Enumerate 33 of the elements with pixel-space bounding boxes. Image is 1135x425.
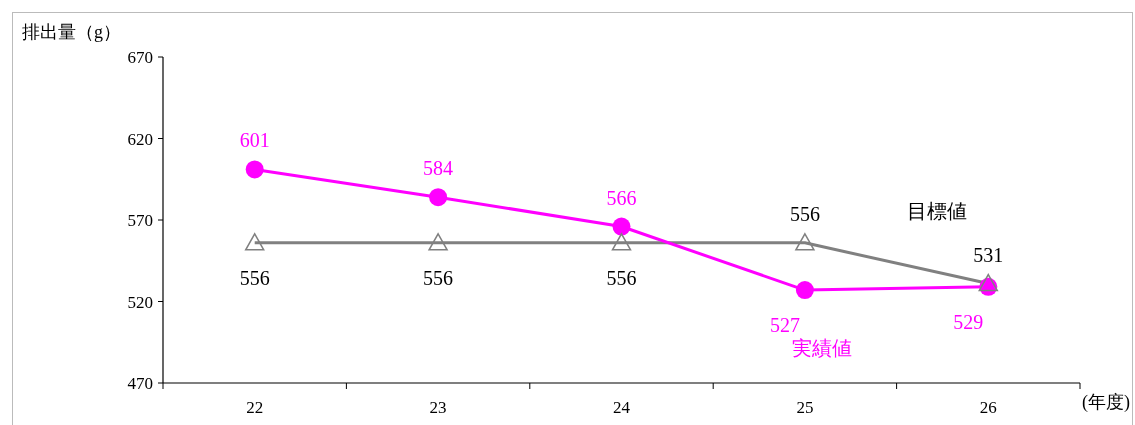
point — [244, 233, 265, 251]
x-tick-label: 22 — [246, 398, 264, 417]
y-axis-title: 排出量（g） — [22, 22, 121, 42]
data-label: 556 — [239, 266, 270, 289]
series-label: 実績値 — [791, 336, 852, 361]
x-tick-label: 25 — [796, 398, 814, 417]
point — [245, 160, 264, 179]
data-label: 556 — [789, 202, 820, 225]
point — [429, 188, 448, 207]
data-label: 527 — [769, 314, 800, 337]
point — [428, 233, 448, 251]
point — [795, 233, 815, 251]
y-tick-label: 520 — [127, 292, 153, 312]
point — [978, 273, 999, 292]
data-label: 531 — [973, 243, 1004, 266]
data-label: 584 — [423, 157, 454, 180]
x-tick-label: 23 — [429, 398, 447, 417]
data-label: 529 — [953, 310, 984, 333]
y-tick-label: 670 — [127, 48, 153, 67]
data-label: 556 — [606, 266, 637, 289]
y-tick-label: 570 — [127, 211, 153, 230]
y-tick-label: 470 — [127, 374, 153, 393]
y-tick-label: 620 — [127, 129, 153, 149]
point — [795, 281, 814, 300]
point — [611, 233, 632, 251]
x-tick-label: 24 — [613, 398, 631, 417]
point — [612, 217, 631, 236]
data-label: 566 — [606, 186, 637, 209]
text: 目標値 — [906, 198, 967, 223]
x-axis-title: (年度) — [1082, 392, 1130, 413]
x-tick-label: 26 — [979, 398, 997, 417]
data-label: 556 — [423, 266, 454, 289]
data-label: 601 — [239, 129, 270, 152]
